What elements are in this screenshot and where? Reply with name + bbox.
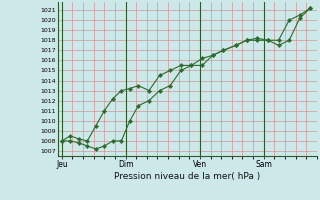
X-axis label: Pression niveau de la mer( hPa ): Pression niveau de la mer( hPa ) (114, 172, 260, 181)
